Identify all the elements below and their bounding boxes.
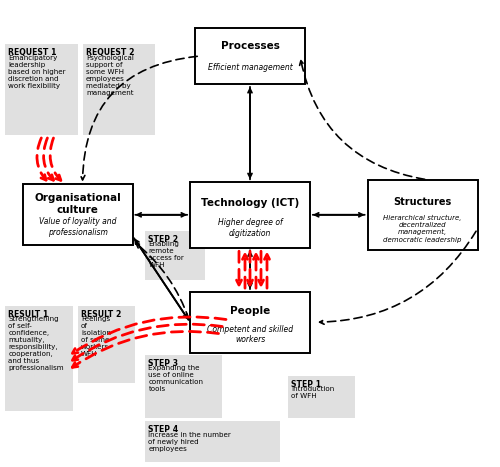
Text: Emancipatory
leadership
based on higher
discretion and
work flexibility: Emancipatory leadership based on higher … — [8, 55, 66, 89]
Text: STEP 2: STEP 2 — [148, 235, 178, 244]
Text: Structures: Structures — [394, 197, 452, 207]
FancyBboxPatch shape — [195, 28, 305, 84]
Text: Strengthening
of self-
confidence,
mutuality,
responsibility,
cooperation,
and t: Strengthening of self- confidence, mutua… — [8, 316, 64, 371]
FancyBboxPatch shape — [145, 231, 205, 280]
Text: Efficient management: Efficient management — [208, 63, 292, 72]
Text: Organisational
culture: Organisational culture — [34, 193, 121, 215]
Text: RESULT 2: RESULT 2 — [81, 310, 122, 318]
Text: Increase in the number
of newly hired
employees: Increase in the number of newly hired em… — [148, 432, 232, 452]
Text: Introduction
of WFH: Introduction of WFH — [291, 386, 334, 399]
FancyBboxPatch shape — [78, 306, 135, 383]
Text: Feelings
of
isolation
of some
workers
WFH: Feelings of isolation of some workers WF… — [81, 316, 111, 357]
FancyBboxPatch shape — [145, 355, 222, 418]
Text: Value of loyality and
professionalism: Value of loyality and professionalism — [39, 217, 116, 237]
Text: REQUEST 1: REQUEST 1 — [8, 48, 57, 57]
Text: Processes: Processes — [220, 41, 280, 51]
FancyBboxPatch shape — [145, 421, 280, 462]
FancyBboxPatch shape — [190, 292, 310, 353]
Text: REQUEST 2: REQUEST 2 — [86, 48, 134, 57]
Text: Hierarchical structure,
decentralized
management,
democratic leadership: Hierarchical structure, decentralized ma… — [384, 215, 462, 242]
FancyBboxPatch shape — [288, 376, 355, 418]
Text: Expanding the
use of online
communication
tools: Expanding the use of online communicatio… — [148, 365, 204, 392]
Text: People: People — [230, 306, 270, 316]
FancyBboxPatch shape — [5, 306, 72, 411]
Text: Higher degree of
digitization: Higher degree of digitization — [218, 218, 282, 238]
FancyBboxPatch shape — [22, 184, 132, 245]
Text: Competent and skilled
workers: Competent and skilled workers — [207, 325, 293, 344]
Text: STEP 4: STEP 4 — [148, 425, 179, 434]
FancyBboxPatch shape — [190, 182, 310, 248]
FancyBboxPatch shape — [5, 44, 78, 135]
Text: STEP 3: STEP 3 — [148, 359, 178, 368]
Text: RESULT 1: RESULT 1 — [8, 310, 49, 318]
Text: STEP 1: STEP 1 — [291, 380, 321, 389]
FancyBboxPatch shape — [82, 44, 155, 135]
FancyBboxPatch shape — [368, 180, 478, 250]
Text: Enabling
remote
access for
WFH: Enabling remote access for WFH — [148, 241, 184, 269]
Text: Technology (ICT): Technology (ICT) — [201, 198, 299, 208]
Text: Psychological
support of
some WFH
employees
mediated by
management: Psychological support of some WFH employ… — [86, 55, 134, 96]
